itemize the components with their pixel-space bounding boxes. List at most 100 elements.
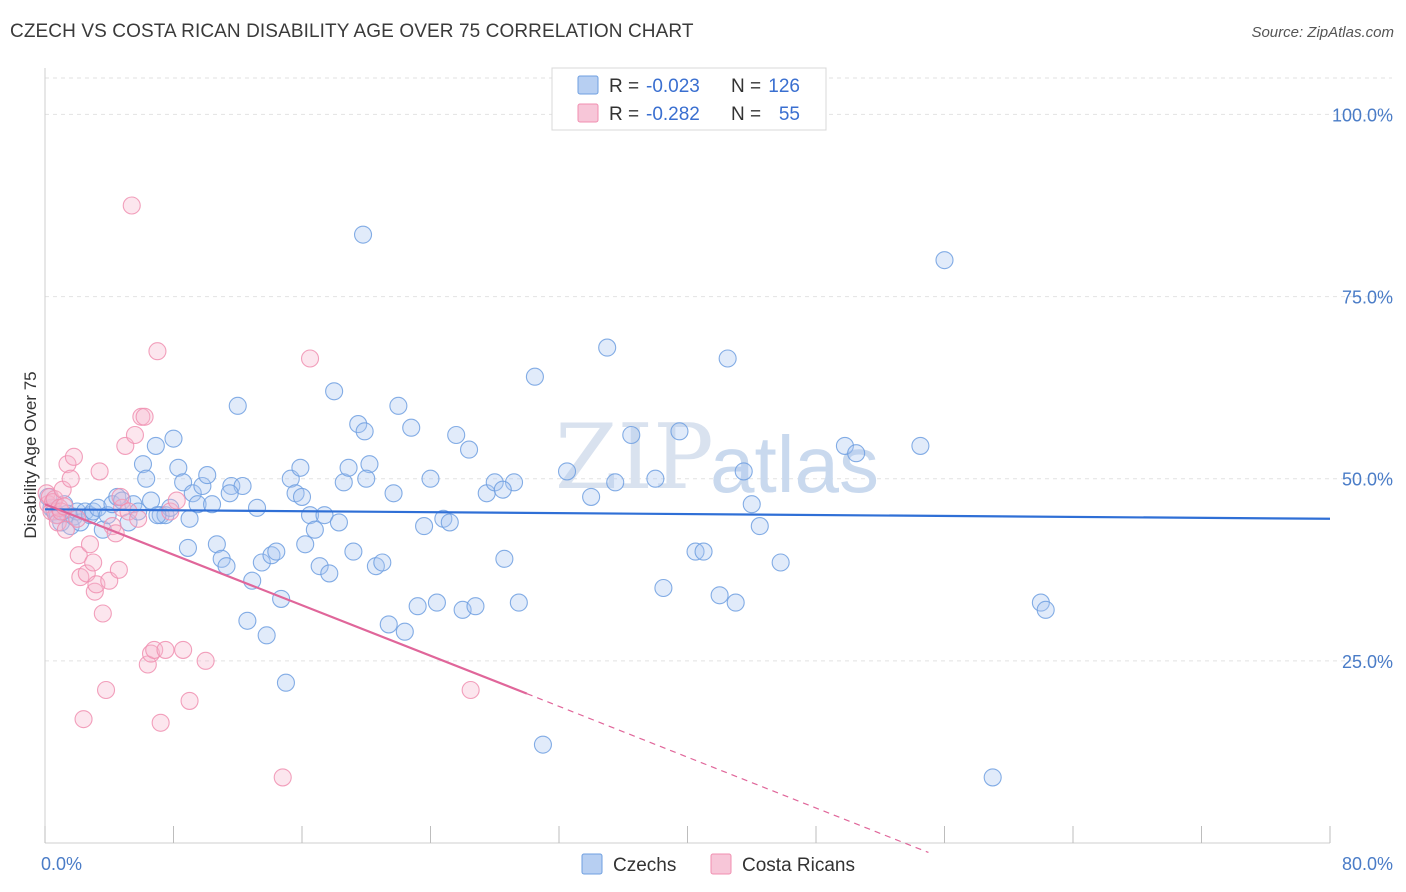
costa-rican-point	[84, 553, 103, 572]
bottom-legend-czech-swatch	[581, 853, 603, 875]
czech-point	[408, 597, 427, 616]
czech-point	[670, 422, 689, 441]
costa-rican-point	[93, 604, 112, 623]
czech-point	[373, 553, 392, 572]
czech-point	[349, 415, 368, 434]
costa-rican-point	[56, 520, 75, 539]
legend-costa-r-label: R =	[609, 104, 639, 125]
czech-point	[402, 418, 421, 437]
legend-costa-r-value: -0.282	[646, 104, 700, 125]
czech-point	[533, 735, 552, 754]
czech-point	[353, 225, 373, 244]
czech-point	[344, 542, 363, 561]
czech-point	[188, 495, 207, 514]
trend-lines	[44, 503, 1331, 854]
czech-point	[1036, 600, 1055, 619]
czech-point	[935, 251, 954, 270]
czech-point	[466, 597, 485, 616]
legend-costa-n-value: 55	[779, 104, 800, 125]
watermark-atlas: atlas	[710, 420, 879, 509]
costa-rican-point	[119, 502, 138, 521]
bottom-legend-czech-label: Czechs	[613, 855, 676, 876]
czech-point	[88, 498, 108, 517]
bottom-legend-costa-label: Costa Ricans	[742, 855, 855, 876]
costa-rican-point	[174, 640, 193, 659]
czech-point	[183, 484, 202, 503]
costa-rican-point	[151, 713, 170, 732]
czech-point	[495, 549, 514, 568]
czech-point	[847, 444, 866, 463]
czech-point	[911, 436, 930, 455]
czech-point	[257, 626, 276, 645]
costa-rican-point	[461, 680, 480, 700]
czech-point	[310, 557, 329, 576]
czech-point	[178, 538, 198, 557]
czech-point	[360, 455, 379, 474]
czech-point	[606, 473, 625, 492]
czech-point	[220, 484, 239, 503]
czech-point	[379, 615, 398, 634]
costa-rican-point	[300, 349, 320, 368]
czech-point	[421, 469, 440, 488]
czech-point	[726, 593, 745, 612]
czech-point	[247, 498, 267, 517]
czech-point	[983, 768, 1002, 787]
costa-rican-point	[122, 196, 141, 215]
czech-point	[329, 513, 348, 532]
costa-rican-point	[273, 768, 292, 787]
costa-rican-point	[85, 582, 104, 601]
czech-point	[164, 429, 183, 448]
czech-point	[598, 338, 617, 357]
y-axis-label: Disability Age Over 75	[21, 371, 40, 538]
czech-point	[198, 466, 217, 485]
czech-trend-line	[44, 508, 1331, 520]
y-tick-label: 100.0%	[1332, 105, 1393, 125]
czech-point	[137, 469, 156, 488]
costa-rican-point	[58, 455, 77, 474]
y-tick-label: 75.0%	[1342, 288, 1393, 308]
correlation-legend: R = -0.023 N = 126 R = -0.282 N = 55	[551, 67, 827, 131]
costa-rican-point	[129, 509, 148, 528]
czech-point	[427, 593, 446, 612]
czech-point	[267, 542, 286, 561]
czech-point	[694, 542, 713, 561]
costa-rican-point	[125, 425, 144, 445]
czech-point	[654, 578, 673, 598]
axes	[44, 68, 1331, 844]
czech-point	[459, 440, 479, 459]
chart-source: Source: ZipAtlas.com	[1251, 24, 1394, 41]
costa-rican-point	[148, 342, 167, 361]
czech-point	[525, 367, 544, 386]
watermark: ZIP atlas	[555, 405, 879, 510]
czech-point	[193, 476, 212, 496]
costa-rican-point	[111, 487, 130, 506]
czech-point	[355, 422, 374, 441]
costa-rican-point	[161, 502, 180, 521]
czech-point	[357, 469, 376, 488]
czech-point	[169, 458, 188, 477]
costa-rican-point	[74, 710, 93, 729]
legend-costa-swatch	[577, 103, 599, 123]
czech-point	[582, 487, 601, 506]
czech-point	[207, 535, 226, 554]
czech-point	[384, 484, 403, 503]
czech-point	[557, 462, 577, 481]
czech-point	[262, 546, 281, 565]
legend-czech-r-label: R =	[609, 76, 639, 97]
y-tick-label: 50.0%	[1342, 470, 1393, 490]
costa-rican-point	[180, 691, 199, 710]
czech-point	[276, 673, 295, 692]
czech-point	[84, 502, 103, 521]
czech-point	[180, 509, 199, 528]
costa-rican-trend-extension	[526, 693, 929, 854]
costa-rican-point	[156, 640, 175, 659]
czech-point	[389, 396, 408, 415]
costa-rican-trend-line	[44, 503, 528, 695]
czech-point	[325, 382, 344, 401]
costa-rican-point	[106, 524, 125, 543]
czech-point	[296, 535, 315, 554]
czech-point	[228, 396, 247, 415]
czech-point	[771, 553, 790, 572]
watermark-zip: ZIP	[555, 405, 714, 510]
czech-point	[504, 473, 524, 492]
